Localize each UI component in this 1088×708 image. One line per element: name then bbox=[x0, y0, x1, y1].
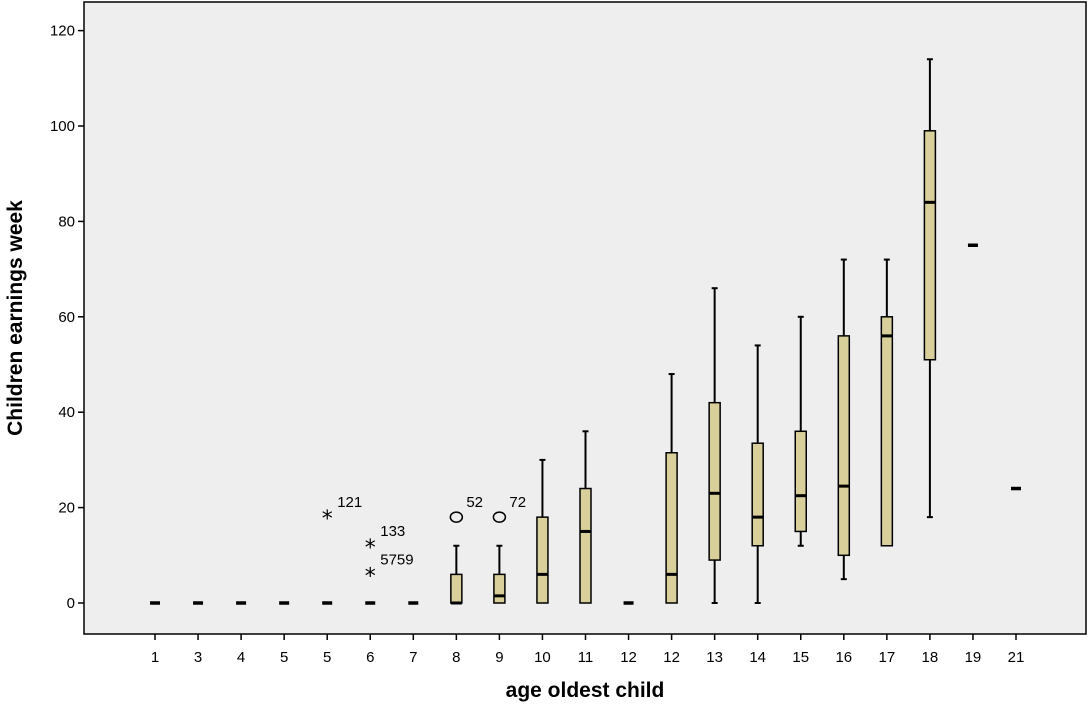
x-tick-label: 5 bbox=[280, 649, 288, 666]
x-tick-label: 3 bbox=[194, 649, 202, 666]
x-tick-label: 10 bbox=[534, 649, 551, 666]
x-tick-label: 8 bbox=[452, 649, 460, 666]
x-axis: 1 3 4 5 5 6 7 8 9 10 11 12 12 13 14 15 16 17 18 19 21 bbox=[151, 634, 1025, 666]
outlier-circle bbox=[449, 511, 464, 523]
x-tick-label: 18 bbox=[922, 649, 939, 666]
box-15 bbox=[794, 315, 807, 547]
outlier-label: 5759 bbox=[380, 551, 413, 568]
outlier-5759: *5759 bbox=[365, 551, 414, 589]
x-tick-label: 21 bbox=[1008, 649, 1025, 666]
x-tick-label: 11 bbox=[578, 649, 594, 666]
x-tick-label: 17 bbox=[879, 649, 896, 666]
box-16 bbox=[837, 258, 851, 581]
box-18 bbox=[923, 58, 937, 519]
outlier-133: *133 bbox=[365, 523, 406, 561]
y-axis: 0 20 40 60 80 100 120 bbox=[50, 23, 84, 612]
iqr-box bbox=[579, 487, 592, 604]
x-tick-label: 13 bbox=[706, 649, 723, 666]
outlier-circle bbox=[492, 511, 507, 523]
outlier-label: 121 bbox=[337, 494, 362, 511]
y-tick-label: 120 bbox=[50, 23, 75, 40]
y-tick-label: 0 bbox=[67, 595, 75, 612]
x-tick-label: 4 bbox=[237, 649, 245, 666]
x-tick-label: 9 bbox=[495, 649, 503, 666]
outlier-star: * bbox=[365, 564, 376, 589]
box-14 bbox=[751, 344, 764, 604]
boxes bbox=[150, 58, 1021, 605]
x-tick-label: 6 bbox=[366, 649, 374, 666]
iqr-box bbox=[665, 451, 678, 604]
outlier-72: 72 bbox=[492, 494, 526, 523]
x-tick-label: 16 bbox=[835, 649, 852, 666]
iqr-box bbox=[450, 573, 463, 604]
outlier-star: * bbox=[322, 507, 333, 532]
y-axis-title: Children earnings week bbox=[4, 200, 27, 436]
x-tick-label: 12 bbox=[663, 649, 680, 666]
box-11 bbox=[579, 430, 592, 604]
iqr-box bbox=[493, 573, 506, 604]
y-tick-label: 40 bbox=[58, 404, 75, 421]
x-tick-label: 1 bbox=[151, 649, 159, 666]
x-axis-title: age oldest child bbox=[506, 679, 665, 702]
outlier-label: 52 bbox=[466, 494, 483, 511]
outlier-label: 72 bbox=[509, 494, 526, 511]
iqr-box bbox=[837, 335, 851, 557]
x-tick-label: 19 bbox=[965, 649, 982, 666]
outlier-label: 133 bbox=[380, 523, 405, 540]
outlier-52: 52 bbox=[449, 494, 483, 523]
box-10 bbox=[536, 458, 549, 604]
box-17 bbox=[880, 258, 894, 547]
iqr-box bbox=[794, 430, 807, 533]
iqr-box bbox=[536, 516, 549, 604]
y-tick-label: 60 bbox=[58, 309, 75, 326]
box-13 bbox=[708, 287, 721, 604]
x-tick-label: 12 bbox=[620, 649, 637, 666]
outlier-121: *121 bbox=[322, 494, 363, 532]
y-tick-label: 80 bbox=[58, 213, 75, 230]
box-8 bbox=[450, 544, 463, 605]
box-9 bbox=[493, 544, 506, 604]
x-tick-label: 7 bbox=[409, 649, 417, 666]
outlier-star: * bbox=[365, 536, 376, 561]
x-tick-label: 15 bbox=[792, 649, 809, 666]
iqr-box bbox=[751, 442, 764, 547]
iqr-box bbox=[880, 316, 894, 547]
iqr-box bbox=[708, 401, 721, 561]
x-tick-label: 14 bbox=[749, 649, 766, 666]
box-12 bbox=[665, 373, 678, 604]
y-tick-label: 20 bbox=[58, 500, 75, 517]
y-tick-label: 100 bbox=[50, 118, 75, 135]
iqr-box bbox=[923, 130, 937, 361]
x-tick-label: 5 bbox=[323, 649, 331, 666]
